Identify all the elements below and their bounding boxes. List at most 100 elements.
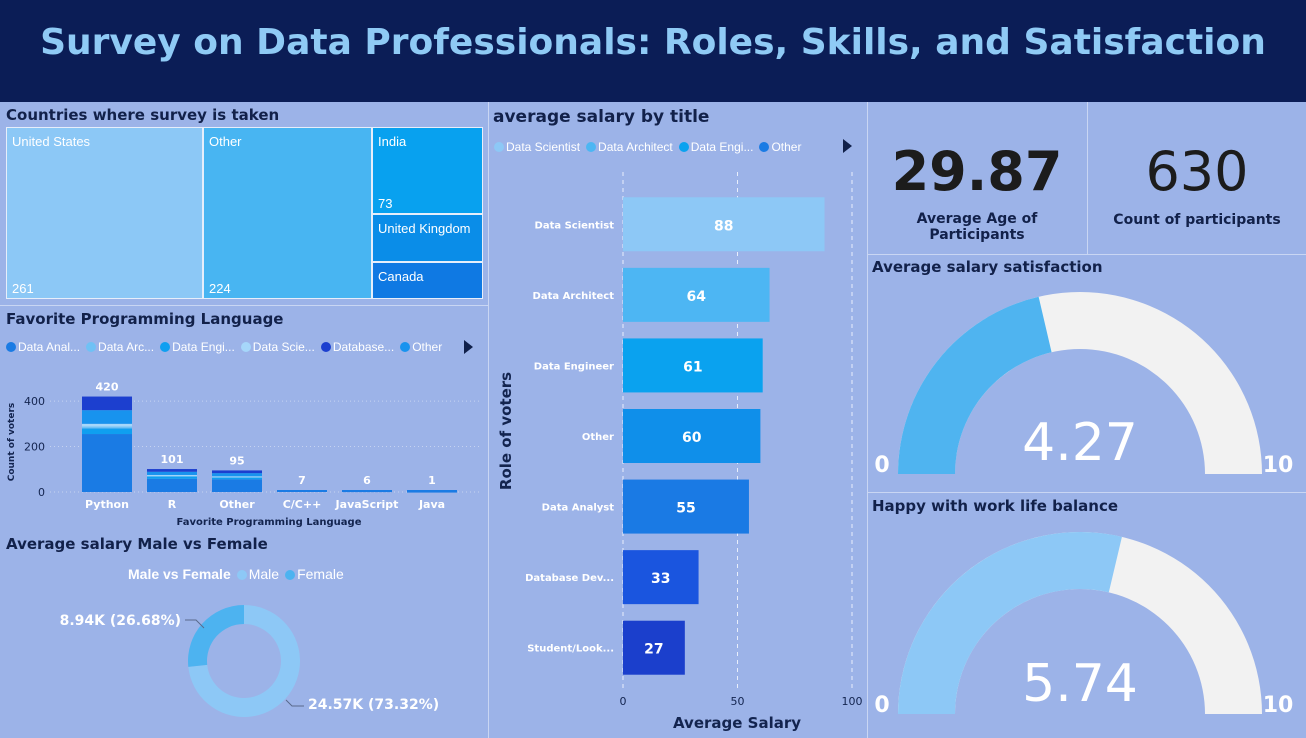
gauge-fill — [898, 296, 1052, 474]
gauge-satisfaction: 4.27 0 10 — [874, 292, 1294, 478]
legend-item[interactable]: Data Engi... — [160, 340, 235, 354]
bar — [623, 550, 699, 605]
legend-dot-icon — [494, 142, 504, 152]
treemap-tile[interactable]: Canada — [372, 262, 483, 299]
y-tick-label: Data Analyst — [542, 503, 615, 514]
x-tick-label: R — [168, 498, 177, 511]
legend-item[interactable]: Database... — [320, 340, 394, 354]
treemap-tile-name: Other — [209, 134, 242, 149]
y-tick-label: 400 — [24, 395, 45, 408]
treemap-tile[interactable]: Other 224 — [203, 127, 372, 299]
gauge-max-label: 10 — [1263, 693, 1294, 718]
bar-segment — [147, 476, 197, 479]
x-axis-label: Average Salary — [673, 714, 801, 732]
x-tick-label: 100 — [842, 695, 863, 708]
gauge-value: 4.27 — [1022, 413, 1138, 473]
legend-dot-icon — [586, 142, 597, 152]
legend-dot-icon — [240, 342, 251, 352]
salary-bar-chart: 0 50 100 Average Salary Role of voters 88 Data… — [497, 172, 863, 732]
data-label: 64 — [687, 289, 707, 305]
bar-segment — [147, 475, 197, 477]
y-tick-label: Other — [582, 432, 614, 443]
divider-gauges — [867, 492, 1306, 493]
bar-segment — [212, 479, 262, 492]
bar-segment — [82, 423, 132, 427]
legend-label: Data Scie... — [252, 340, 315, 354]
y-axis-label: Count of voters — [7, 403, 17, 482]
y-tick-label: Data Scientist — [535, 220, 615, 231]
legend-item[interactable]: Female — [285, 566, 344, 582]
legend-dot-icon — [86, 342, 97, 352]
x-tick-label: Python — [85, 498, 129, 511]
x-tick-label: 0 — [620, 695, 627, 708]
data-label: 55 — [676, 501, 695, 517]
salary-legend: Data Scientist Data Architect Data Engi...… — [494, 140, 807, 154]
data-label: 33 — [651, 571, 670, 587]
donut-slice — [187, 605, 244, 667]
divider-kpi — [1087, 102, 1088, 254]
bar — [623, 479, 749, 534]
gender-donut-chart: 8.94K (26.68%) 24.57K (73.32%) — [60, 605, 439, 717]
data-label: 88 — [714, 218, 733, 234]
language-legend: Data Anal... Data Arc... Data Engi... Data … — [6, 340, 448, 354]
bar — [623, 267, 770, 322]
bar — [623, 409, 761, 463]
gauge-satisfaction-panel: Average salary satisfaction 4.27 0 10 — [868, 255, 1306, 492]
data-label: 101 — [161, 453, 184, 466]
bar — [623, 620, 685, 675]
legend-label: Data Engi... — [690, 140, 754, 154]
gauge-fill — [898, 532, 1122, 714]
legend-dot-icon — [6, 342, 16, 352]
treemap-tile-value: 261 — [12, 281, 34, 296]
gauge-max-label: 10 — [1263, 453, 1294, 478]
data-label: 420 — [96, 381, 119, 394]
data-label: 95 — [229, 454, 244, 467]
gender-legend-title: Male vs Female — [128, 566, 231, 582]
treemap-tile-name: United States — [12, 134, 91, 149]
treemap-title: Countries where survey is taken — [6, 106, 280, 124]
treemap-tile-name: United Kingdom — [378, 221, 471, 236]
x-tick-label: C/C++ — [283, 498, 322, 511]
bar-segment — [212, 477, 262, 480]
legend-label: Data Arc... — [98, 340, 155, 354]
bar-segment — [212, 477, 262, 478]
salary-title-panel: average salary by title Data Scientist Da… — [489, 102, 867, 738]
legend-item[interactable]: Male — [236, 566, 279, 582]
bar-segment — [82, 426, 132, 429]
dashboard-header: Survey on Data Professionals: Roles, Ski… — [0, 0, 1306, 102]
data-label: 61 — [683, 359, 702, 375]
treemap-tile-value: 224 — [209, 281, 231, 296]
legend-item[interactable]: Data Scie... — [240, 340, 315, 354]
salary-title-heading: average salary by title — [493, 107, 710, 127]
divider-kpis — [867, 254, 1306, 255]
donut-label-female: 8.94K (26.68%) — [60, 613, 181, 629]
bar-segment — [212, 473, 262, 477]
legend-item[interactable]: Other — [759, 140, 801, 154]
legend-item[interactable]: Data Engi... — [678, 140, 754, 154]
data-label: 7 — [298, 474, 306, 487]
legend-next-arrow-icon[interactable] — [464, 340, 473, 354]
legend-item[interactable]: Data Anal... — [6, 340, 80, 354]
treemap-tile-name: India — [378, 134, 407, 149]
bar-segment — [82, 428, 132, 435]
treemap-tile[interactable]: United Kingdom — [372, 214, 483, 262]
y-tick-label: Student/Look... — [527, 644, 614, 655]
language-bar-chart: 0 200 400 Count of voters Favorite Programmi… — [7, 381, 480, 528]
gauge-satisfaction-title: Average salary satisfaction — [872, 258, 1103, 276]
treemap-tile-name: Canada — [378, 269, 424, 284]
legend-label: Female — [297, 566, 344, 582]
kpi-age-label: Average Age of Participants — [916, 211, 1038, 243]
treemap-tile-value: 73 — [378, 196, 393, 211]
salary-legend-next-arrow-icon[interactable] — [843, 139, 852, 153]
legend-item[interactable]: Data Scientist — [494, 140, 580, 154]
gender-panel: Average salary Male vs Female Male vs Fe… — [0, 532, 488, 738]
bar-segment — [212, 470, 262, 474]
kpi-count-label: Count of participants — [1113, 212, 1281, 228]
legend-item[interactable]: Data Architect — [586, 140, 673, 154]
treemap-tile[interactable]: India 73 — [372, 127, 483, 214]
legend-dot-icon — [160, 342, 171, 352]
legend-item[interactable]: Data Arc... — [86, 340, 154, 354]
language-title: Favorite Programming Language — [6, 310, 284, 328]
legend-item[interactable]: Other — [400, 340, 442, 354]
treemap-tile[interactable]: United States 261 — [6, 127, 203, 299]
